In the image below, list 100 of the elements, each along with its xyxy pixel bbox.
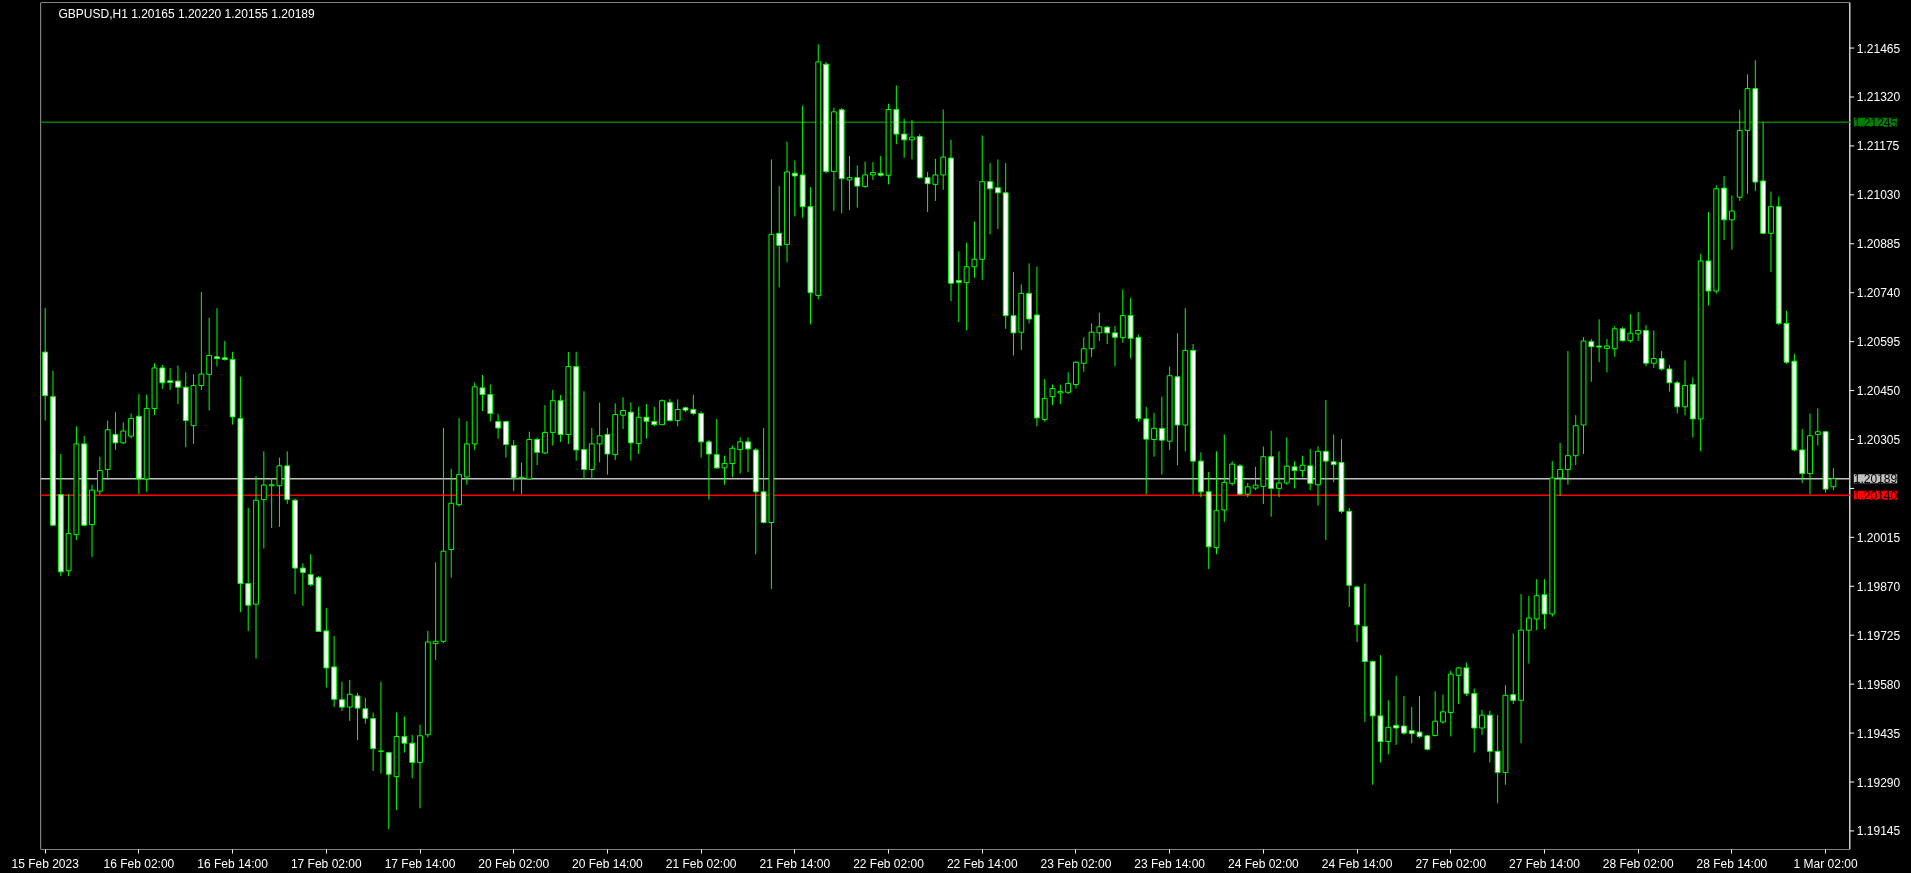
y-tick-label: 1.19725: [1856, 628, 1901, 643]
y-tick-label: 1.20740: [1856, 286, 1901, 301]
y-tick-label: 1.20595: [1856, 335, 1901, 350]
candlestick: [706, 439, 712, 501]
candlestick: [214, 307, 220, 367]
candlestick: [1041, 378, 1048, 423]
candlestick: [1073, 360, 1079, 390]
candlestick: [870, 161, 876, 181]
candlestick: [1401, 695, 1407, 736]
candlestick: [1611, 325, 1618, 358]
candlestick: [1080, 336, 1087, 373]
candlestick: [776, 185, 783, 288]
x-tick-label: 24 Feb 14:00: [1321, 856, 1393, 871]
x-tick-label: 16 Feb 14:00: [197, 856, 269, 871]
candlestick: [167, 367, 174, 391]
candlestick: [791, 159, 798, 217]
candlestick: [620, 396, 626, 430]
candlestick: [1564, 350, 1571, 486]
x-tick-label: 28 Feb 14:00: [1696, 856, 1768, 871]
candlestick: [1432, 690, 1439, 737]
y-tick-label: 1.19290: [1856, 775, 1901, 790]
candlestick: [1635, 311, 1642, 342]
y-tick-label: 1.21175: [1856, 139, 1900, 154]
candlestick: [1728, 195, 1735, 251]
candlestick: [1525, 595, 1532, 665]
candlestick: [987, 162, 993, 235]
y-tick-label: 1.19870: [1856, 579, 1901, 594]
candlestick: [1650, 330, 1657, 369]
candlestick: [299, 562, 306, 607]
candlestick: [1158, 396, 1165, 476]
x-tick-label: 28 Feb 02:00: [1602, 856, 1674, 871]
x-tick-label: 17 Feb 02:00: [290, 856, 362, 871]
x-tick-label: 22 Feb 02:00: [853, 856, 925, 871]
candlestick: [1065, 371, 1072, 395]
candlestick: [1229, 460, 1236, 487]
candlestick: [994, 158, 1001, 230]
x-tick-label: 24 Feb 02:00: [1228, 856, 1300, 871]
x-tick-label: 23 Feb 02:00: [1040, 856, 1112, 871]
candlestick: [245, 507, 252, 632]
candlestick: [955, 250, 962, 323]
candlestick: [581, 390, 587, 480]
candlestick: [1322, 399, 1329, 541]
candlestick: [1119, 288, 1126, 344]
y-tick-label: 1.21030: [1856, 188, 1901, 203]
y-tick-label: 1.20885: [1856, 237, 1901, 252]
candlestick: [1143, 406, 1150, 495]
candlestick: [432, 561, 439, 661]
candlestick: [901, 118, 908, 159]
x-tick-label: 15 Feb 2023: [11, 856, 80, 871]
candlestick: [940, 108, 947, 191]
y-tick-label: 1.21465: [1856, 41, 1901, 56]
x-tick-label: 21 Feb 14:00: [759, 856, 831, 871]
candlestick: [542, 404, 548, 455]
candlestick: [737, 436, 744, 475]
x-tick-label: 1 Mar 02:00: [1793, 856, 1858, 871]
x-tick-label: 20 Feb 02:00: [478, 856, 550, 871]
x-tick-label: 27 Feb 14:00: [1509, 856, 1581, 871]
candlestick: [659, 398, 666, 426]
candlestick: [745, 436, 751, 473]
ref-line-label: 1.20189: [1853, 472, 1898, 487]
candlestick: [1799, 428, 1806, 484]
candlestick: [362, 697, 369, 725]
candlestick: [339, 681, 345, 712]
candlestick: [651, 406, 658, 427]
candlestick: [1682, 360, 1688, 416]
candlestick: [909, 119, 915, 160]
candlestick: [1604, 338, 1610, 373]
x-tick-label: 16 Feb 02:00: [103, 856, 175, 871]
x-tick-label: 23 Feb 14:00: [1134, 856, 1206, 871]
candlestick: [666, 398, 673, 423]
y-tick-label: 1.20305: [1856, 433, 1901, 447]
candlestick: [378, 681, 384, 775]
y-tick-label: 1.20450: [1856, 384, 1901, 399]
candlestick: [260, 450, 267, 549]
y-tick-label: 1.20015: [1856, 530, 1901, 545]
x-tick-label: 21 Feb 02:00: [665, 856, 737, 871]
y-tick-label: 1.21320: [1856, 90, 1901, 105]
candlestick: [385, 751, 392, 830]
x-tick-label: 22 Feb 14:00: [946, 856, 1018, 871]
candlestick: [1307, 448, 1314, 491]
candlestick: [206, 317, 213, 411]
y-tick-label: 1.19580: [1856, 677, 1901, 692]
ref-line-label: 1.20140: [1853, 488, 1898, 503]
candlestick: [1674, 380, 1681, 415]
candlestick: [534, 436, 541, 466]
y-tick-label: 1.19435: [1856, 726, 1901, 741]
ref-line-label: 1.21245: [1853, 115, 1898, 130]
x-tick-label: 27 Feb 02:00: [1415, 856, 1487, 871]
candlestick: [175, 365, 181, 405]
candlestick: [128, 413, 134, 439]
candlestick: [1440, 694, 1446, 725]
x-tick-label: 20 Feb 14:00: [572, 856, 644, 871]
candlestick: [1557, 442, 1564, 497]
candlestick: [1283, 436, 1290, 486]
candlestick: [96, 456, 103, 495]
candlestick: [409, 734, 416, 779]
x-tick-label: 17 Feb 14:00: [384, 856, 456, 871]
candlestick: [1596, 318, 1603, 363]
candlestick: [1814, 407, 1821, 447]
candlestick: [1112, 325, 1118, 367]
